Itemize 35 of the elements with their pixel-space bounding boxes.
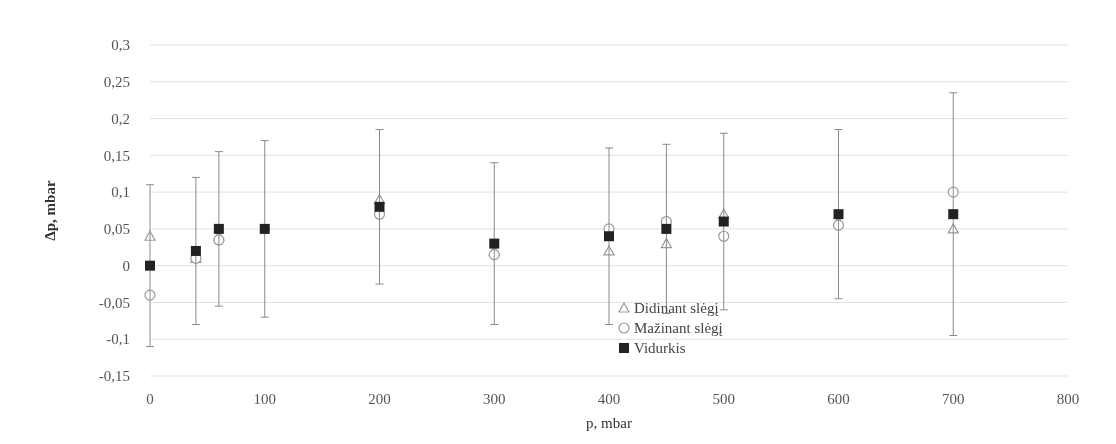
- x-tick-label: 0: [146, 391, 154, 407]
- y-tick-label: 0,15: [103, 147, 130, 164]
- point: [661, 223, 672, 234]
- y-tick-label: -0,15: [98, 368, 130, 385]
- x-tick-label: 100: [253, 391, 276, 407]
- x-tick-label: 600: [827, 391, 850, 407]
- point: [190, 245, 201, 256]
- legend-label: Didinant slėgį: [634, 300, 719, 317]
- y-tick-label: 0,25: [103, 74, 130, 91]
- x-tick-label: 300: [483, 391, 506, 407]
- x-tick-label: 400: [597, 391, 621, 407]
- y-tick-label: 0,3: [111, 37, 130, 54]
- legend-label: Vidurkis: [634, 340, 686, 357]
- y-tick-label: 0,1: [111, 184, 130, 201]
- point: [833, 209, 844, 220]
- point: [374, 201, 385, 212]
- x-tick-label: 800: [1056, 391, 1080, 407]
- point: [259, 223, 270, 234]
- y-tick-label: 0: [122, 257, 130, 274]
- y-axis-title: Δp, mbar: [42, 180, 58, 241]
- x-axis-title: p, mbar: [586, 415, 632, 431]
- x-tick-label: 700: [942, 391, 965, 407]
- point: [145, 260, 155, 271]
- point: [489, 238, 500, 249]
- y-tick-label: -0,05: [98, 294, 130, 311]
- point: [213, 223, 224, 234]
- point: [604, 231, 614, 242]
- legend-label: Mažinant slėgį: [634, 320, 723, 337]
- x-tick-label: 200: [368, 391, 391, 407]
- point: [718, 216, 729, 227]
- y-tick-label: -0,1: [106, 331, 130, 348]
- y-tick-label: 0,05: [103, 221, 130, 238]
- x-tick-label: 500: [712, 391, 735, 407]
- point: [948, 209, 959, 220]
- y-tick-label: 0,2: [111, 110, 130, 127]
